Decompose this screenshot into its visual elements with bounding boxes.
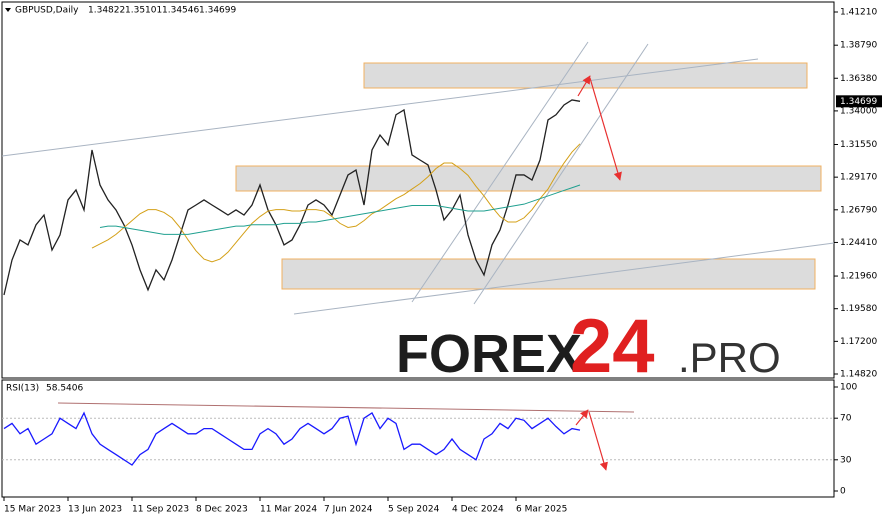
x-tick-label: 11 Mar 2024 bbox=[260, 505, 317, 515]
x-tick-label: 8 Dec 2023 bbox=[196, 505, 248, 515]
trend-lines bbox=[1, 41, 835, 413]
low: 1.34546 bbox=[162, 6, 199, 16]
y-tick-label: 1.29170 bbox=[840, 173, 877, 183]
y-tick-label: 30 bbox=[840, 455, 852, 465]
rsi-title: RSI(13) bbox=[6, 384, 39, 394]
open: 1.34822 bbox=[88, 6, 125, 16]
x-tick-label: 4 Dec 2024 bbox=[452, 505, 504, 515]
watermark-number: 24 bbox=[570, 304, 655, 389]
x-tick-label: 6 Mar 2025 bbox=[516, 505, 567, 515]
high: 1.35101 bbox=[125, 6, 162, 16]
series-line bbox=[3, 411, 581, 466]
forecast-arrows bbox=[575, 75, 622, 471]
arrow bbox=[588, 411, 608, 471]
y-tick-label: 1.26790 bbox=[840, 205, 877, 215]
y-tick-label: 1.38790 bbox=[840, 41, 877, 51]
symbol: GBPUSD,Daily bbox=[15, 6, 79, 16]
symbol-icon bbox=[5, 8, 11, 12]
y-tick-label: 100 bbox=[840, 383, 857, 393]
trend-line bbox=[1, 58, 759, 157]
trend-line bbox=[473, 43, 649, 305]
watermark-domain: .PRO bbox=[678, 334, 781, 381]
rsi-panel bbox=[1, 379, 835, 498]
close: 1.34699 bbox=[199, 6, 236, 16]
price-tag bbox=[836, 95, 882, 108]
y-tick-label: 1.34000 bbox=[840, 106, 877, 116]
y-tick-label: 1.17200 bbox=[840, 337, 877, 347]
price-tag-label: 1.34699 bbox=[840, 97, 877, 107]
series-line bbox=[3, 99, 581, 296]
y-tick-label: 1.31550 bbox=[840, 140, 877, 150]
series-line bbox=[99, 184, 581, 235]
support-zone bbox=[281, 258, 816, 290]
watermark-brand: FOREX bbox=[396, 324, 582, 384]
x-tick-label: 7 Jun 2024 bbox=[324, 505, 373, 515]
series-line bbox=[91, 143, 581, 263]
arrow bbox=[589, 77, 622, 181]
y-tick-label: 1.36380 bbox=[840, 74, 877, 84]
arrow bbox=[575, 409, 589, 426]
y-tick-label: 1.21960 bbox=[840, 272, 877, 282]
x-tick-label: 13 Jun 2023 bbox=[68, 505, 122, 515]
trend-line bbox=[411, 41, 589, 303]
arrow bbox=[577, 75, 591, 97]
y-tick-label: 70 bbox=[840, 414, 852, 424]
rsi-trend-line bbox=[57, 402, 635, 413]
x-tick-label: 11 Sep 2023 bbox=[132, 505, 189, 515]
rsi-value: 58.5406 bbox=[46, 384, 83, 394]
trend-line bbox=[293, 242, 835, 315]
y-tick-label: 0 bbox=[840, 487, 846, 497]
y-tick-label: 1.41210 bbox=[840, 8, 877, 18]
y-tick-label: 1.14820 bbox=[840, 370, 877, 380]
x-tick-label: 15 Mar 2023 bbox=[4, 505, 61, 515]
y-tick-label: 1.19580 bbox=[840, 304, 877, 314]
y-tick-label: 1.24410 bbox=[840, 238, 877, 248]
plot-area bbox=[2, 99, 834, 466]
x-tick-label: 5 Sep 2024 bbox=[388, 505, 440, 515]
